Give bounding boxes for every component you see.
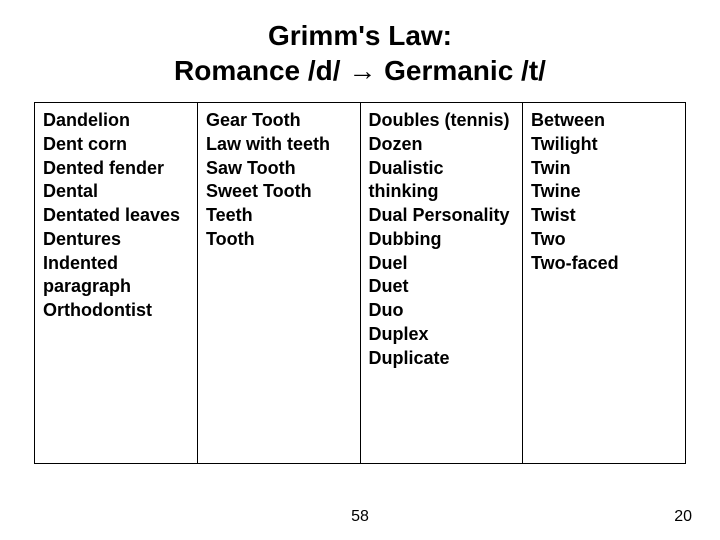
list-item: Indented paragraph [43,252,189,300]
list-item: Sweet Tooth [206,180,352,204]
list-item: Twilight [531,133,677,157]
list-item: Saw Tooth [206,157,352,181]
list-item: Twine [531,180,677,204]
list-item: Dandelion [43,109,189,133]
list-item: Dualistic thinking [369,157,515,205]
column-4: BetweenTwilightTwinTwineTwistTwoTwo-face… [523,103,686,463]
list-item: Duet [369,275,515,299]
table: DandelionDent cornDented fenderDentalDen… [35,103,685,463]
list-item: Dentated leaves [43,204,189,228]
list-item: Law with teeth [206,133,352,157]
column-3: Doubles (tennis)DozenDualistic thinkingD… [360,103,523,463]
page-title: Grimm's Law: Romance /d/ → Germanic /t/ [0,0,720,102]
arrow-icon: → [348,55,376,86]
list-item: Doubles (tennis) [369,109,515,133]
list-item: Gear Tooth [206,109,352,133]
list-item: Dual Personality [369,204,515,228]
title-line-2-post: Germanic /t/ [376,55,546,86]
title-line-2-pre: Romance /d/ [174,55,348,86]
list-item: Twist [531,204,677,228]
list-item: Dental [43,180,189,204]
list-item: Dozen [369,133,515,157]
list-item: Two-faced [531,252,677,276]
column-1: DandelionDent cornDented fenderDentalDen… [35,103,198,463]
column-2: Gear ToothLaw with teethSaw ToothSweet T… [198,103,361,463]
list-item: Dubbing [369,228,515,252]
list-item: Dentures [43,228,189,252]
page-number-center: 58 [351,508,369,526]
list-item: Duplex [369,323,515,347]
list-item: Two [531,228,677,252]
table-row: DandelionDent cornDented fenderDentalDen… [35,103,685,463]
list-item: Orthodontist [43,299,189,323]
list-item: Tooth [206,228,352,252]
list-item: Twin [531,157,677,181]
list-item: Duo [369,299,515,323]
list-item: Between [531,109,677,133]
word-table: DandelionDent cornDented fenderDentalDen… [34,102,686,464]
list-item: Dent corn [43,133,189,157]
list-item: Dented fender [43,157,189,181]
title-line-1: Grimm's Law: [268,20,452,51]
page-number-right: 20 [674,508,692,526]
list-item: Duel [369,252,515,276]
list-item: Duplicate [369,347,515,371]
list-item: Teeth [206,204,352,228]
